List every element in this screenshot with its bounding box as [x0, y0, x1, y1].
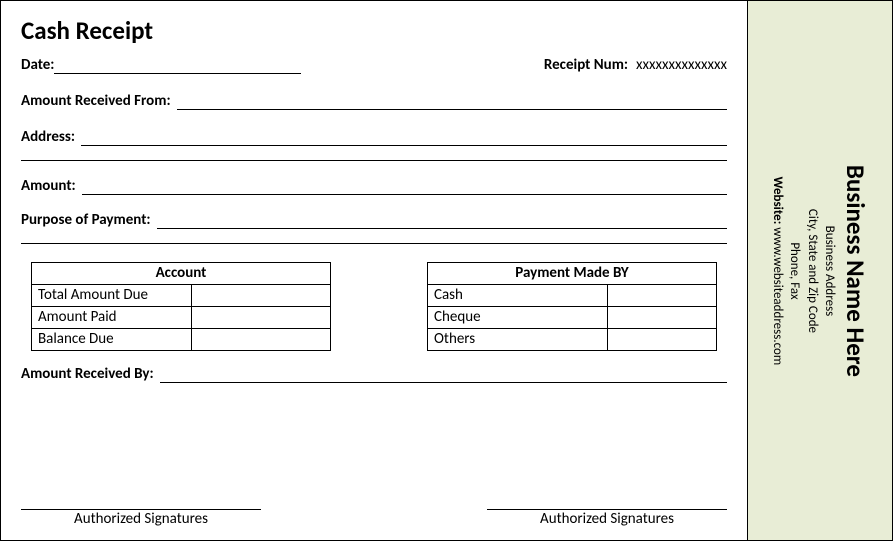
payment-table-header: Payment Made BY: [428, 263, 717, 285]
row-address: Address:: [21, 128, 727, 146]
address-field-line1[interactable]: [81, 130, 727, 146]
payment-table: Payment Made BY Cash Cheque Others: [427, 262, 717, 351]
stub-content: Business Name Here Business Address City…: [768, 164, 872, 376]
stub-phone-fax: Phone, Fax: [786, 164, 804, 376]
row-amount-received-by: Amount Received By:: [21, 365, 727, 383]
amount-received-from-label: Amount Received From:: [21, 92, 171, 110]
stub-website: Website: www.websiteaddress.com: [768, 164, 786, 376]
amount-received-by-field[interactable]: [160, 367, 727, 383]
signature-left: Authorized Signatures: [21, 509, 261, 528]
account-table-header: Account: [32, 263, 331, 285]
payment-row-value[interactable]: [608, 329, 717, 351]
account-row-label: Total Amount Due: [32, 285, 192, 307]
row-amount-received-from: Amount Received From:: [21, 92, 727, 110]
payment-row-label: Cash: [428, 285, 608, 307]
account-row-label: Amount Paid: [32, 307, 192, 329]
payment-row-label: Cheque: [428, 307, 608, 329]
account-row-value[interactable]: [192, 285, 331, 307]
table-row: Balance Due: [32, 329, 331, 351]
tables-container: Account Total Amount Due Amount Paid Bal…: [31, 262, 717, 351]
purpose-field[interactable]: [157, 213, 727, 229]
amount-label: Amount:: [21, 177, 76, 195]
stub-business-name: Business Name Here: [838, 164, 872, 376]
account-row-value[interactable]: [192, 307, 331, 329]
date-label: Date:: [21, 56, 54, 74]
row-date-receiptnum: Date: Receipt Num: xxxxxxxxxxxxxx: [21, 56, 727, 74]
receipt-wrapper: Cash Receipt Date: Receipt Num: xxxxxxxx…: [0, 0, 893, 541]
purpose-label: Purpose of Payment:: [21, 211, 151, 229]
receipt-num-value: xxxxxxxxxxxxxx: [636, 56, 727, 74]
stub-address: Business Address: [821, 164, 839, 376]
page-title: Cash Receipt: [21, 15, 727, 46]
account-row-value[interactable]: [192, 329, 331, 351]
stub-city-state-zip: City, State and Zip Code: [803, 164, 821, 376]
date-group: Date:: [21, 56, 301, 74]
receipt-main: Cash Receipt Date: Receipt Num: xxxxxxxx…: [1, 1, 747, 540]
table-row: Cheque: [428, 307, 717, 329]
address-field-line2[interactable]: [21, 160, 727, 161]
date-field[interactable]: [54, 58, 301, 74]
purpose-field-line2[interactable]: [21, 243, 727, 244]
amount-field[interactable]: [82, 179, 727, 195]
payment-row-label: Others: [428, 329, 608, 351]
account-row-label: Balance Due: [32, 329, 192, 351]
payment-row-value[interactable]: [608, 307, 717, 329]
payment-row-value[interactable]: [608, 285, 717, 307]
amount-received-by-label: Amount Received By:: [21, 365, 154, 383]
table-row: Amount Paid: [32, 307, 331, 329]
signature-right-label: Authorized Signatures: [487, 509, 727, 528]
address-label: Address:: [21, 128, 75, 146]
table-row: Total Amount Due: [32, 285, 331, 307]
stub-website-label: Website:: [770, 176, 785, 224]
account-table: Account Total Amount Due Amount Paid Bal…: [31, 262, 331, 351]
table-row: Cash: [428, 285, 717, 307]
receipt-num-group: Receipt Num: xxxxxxxxxxxxxx: [544, 56, 727, 74]
signature-left-label: Authorized Signatures: [21, 509, 261, 528]
signatures-container: Authorized Signatures Authorized Signatu…: [21, 509, 727, 528]
table-row: Others: [428, 329, 717, 351]
stub-website-value: www.websiteaddress.com: [770, 227, 785, 365]
business-stub: Business Name Here Business Address City…: [747, 1, 892, 540]
row-amount: Amount:: [21, 177, 727, 195]
receipt-num-label: Receipt Num:: [544, 56, 628, 74]
row-purpose: Purpose of Payment:: [21, 211, 727, 229]
amount-received-from-field[interactable]: [177, 94, 727, 110]
signature-right: Authorized Signatures: [487, 509, 727, 528]
